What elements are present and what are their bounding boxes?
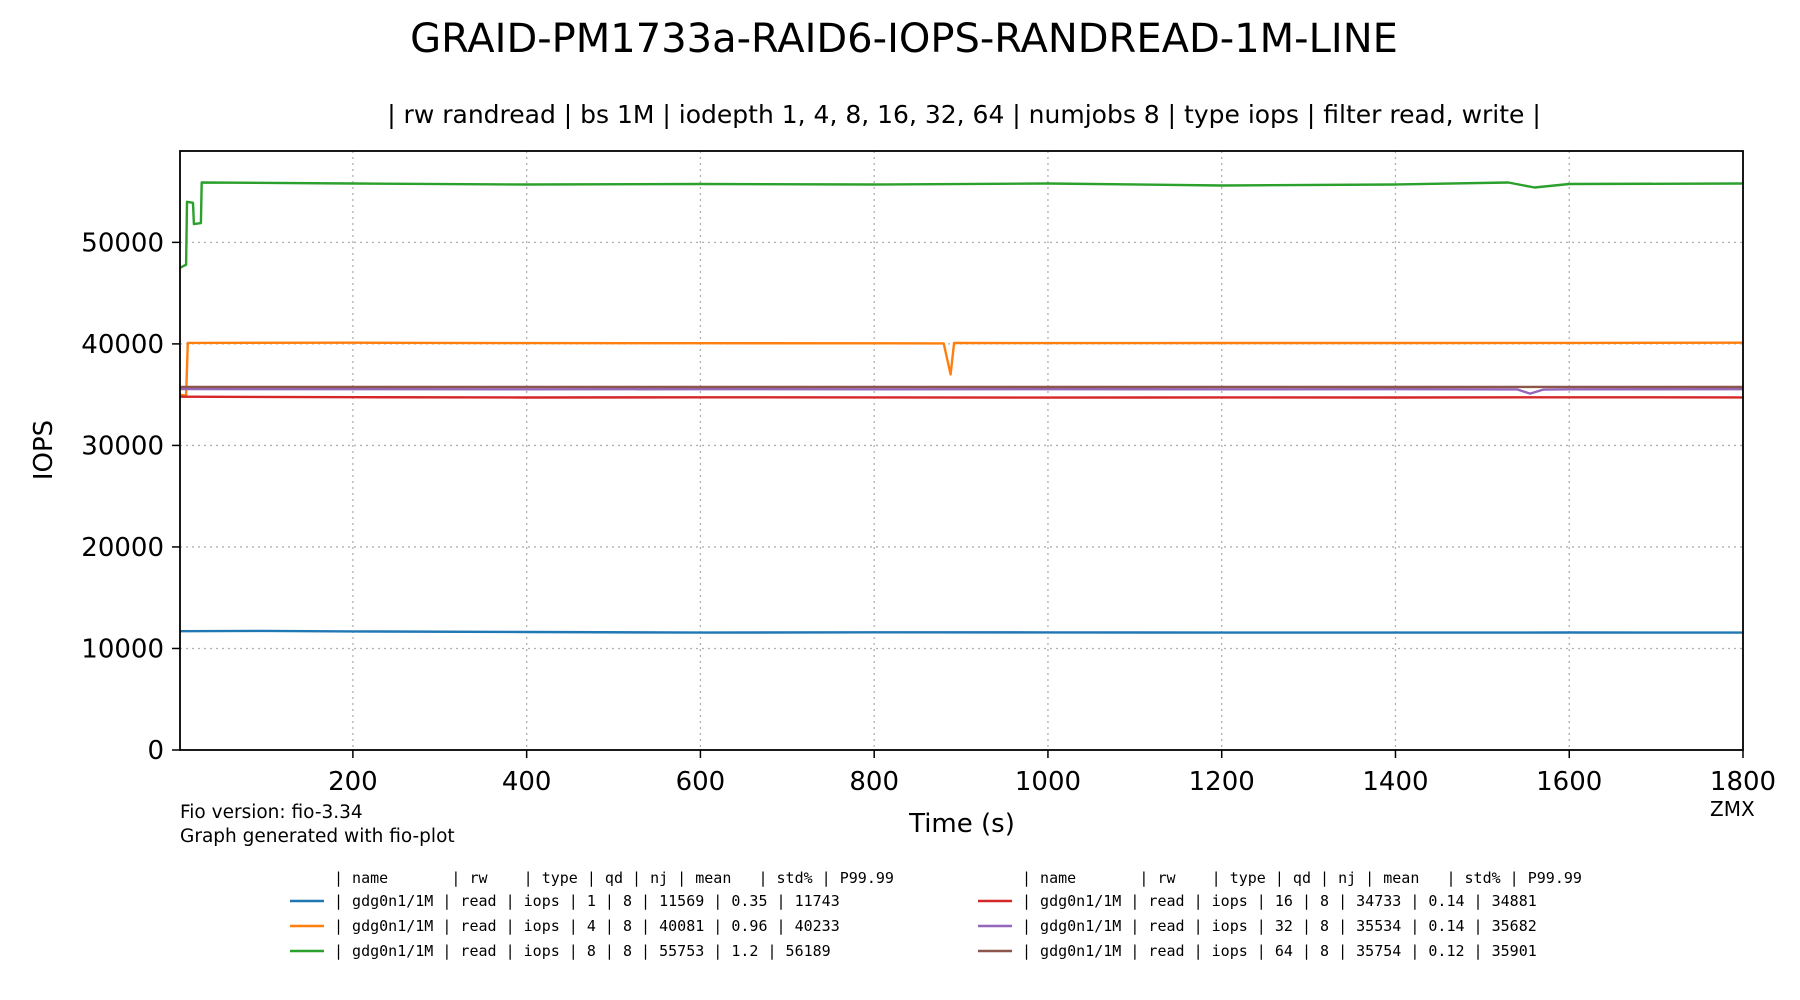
legend-entry: | gdg0n1/1M | read | iops | 1 | 8 | 1156…: [334, 892, 840, 910]
y-tick-label: 0: [147, 736, 164, 766]
series-line: [179, 395, 1744, 399]
footnote-fio-version: Fio version: fio-3.34: [180, 802, 363, 823]
corner-label: ZMX: [1710, 797, 1755, 821]
x-tick-label: 200: [328, 767, 378, 797]
legend-header-right: | name | rw | type | qd | nj | mean | st…: [1022, 869, 1582, 887]
chart-subtitle: | rw randread | bs 1M | iodepth 1, 4, 8,…: [387, 100, 1541, 129]
legend-table: | name | rw | type | qd | nj | mean | st…: [290, 869, 1582, 960]
legend-entry: | gdg0n1/1M | read | iops | 32 | 8 | 355…: [1022, 917, 1537, 935]
legend-entry: | gdg0n1/1M | read | iops | 64 | 8 | 357…: [1022, 942, 1537, 960]
y-tick-label: 30000: [81, 431, 164, 461]
series-line: [179, 341, 1744, 397]
y-axis-label: IOPS: [29, 420, 59, 480]
x-tick-label: 1400: [1362, 767, 1428, 797]
series-line: [179, 387, 1744, 395]
y-tick-label: 40000: [81, 330, 164, 360]
y-tick-label: 20000: [81, 533, 164, 563]
x-tick-label: 1600: [1536, 767, 1602, 797]
x-tick-label: 1800: [1710, 767, 1776, 797]
legend-header-left: | name | rw | type | qd | nj | mean | st…: [334, 869, 894, 887]
legend-entry: | gdg0n1/1M | read | iops | 16 | 8 | 347…: [1022, 892, 1537, 910]
x-tick-label: 800: [849, 767, 899, 797]
x-axis-label: Time (s): [908, 809, 1015, 839]
plot-frame: [179, 150, 1744, 751]
y-tick-label: 50000: [81, 228, 164, 258]
series-line: [179, 629, 1744, 634]
series-lines: [179, 181, 1744, 634]
footnote-generator: Graph generated with fio-plot: [180, 826, 455, 847]
legend-entry: | gdg0n1/1M | read | iops | 4 | 8 | 4008…: [334, 917, 840, 935]
y-tick-label: 10000: [81, 634, 164, 664]
legend-entry: | gdg0n1/1M | read | iops | 8 | 8 | 5575…: [334, 942, 831, 960]
x-tick-label: 400: [502, 767, 552, 797]
x-tick-label: 1000: [1015, 767, 1081, 797]
axis-ticks: 200 400 600 800 1000 1200 1400 1600 1800 0 10000 20…: [81, 228, 1776, 797]
grid-lines: [180, 151, 1744, 750]
series-line: [179, 181, 1744, 269]
chart-title: GRAID-PM1733a-RAID6-IOPS-RANDREAD-1M-LIN…: [410, 16, 1398, 62]
x-tick-label: 1200: [1189, 767, 1255, 797]
x-tick-label: 600: [676, 767, 726, 797]
